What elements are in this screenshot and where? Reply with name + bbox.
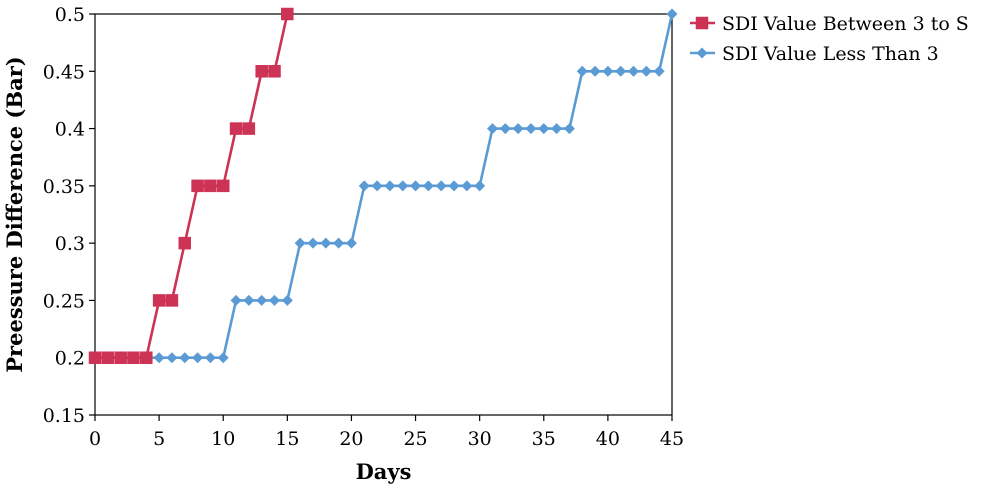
x-tick-label: 25 — [403, 428, 427, 450]
data-point — [166, 352, 178, 364]
data-point — [179, 352, 191, 364]
data-point — [640, 65, 652, 77]
data-point — [165, 294, 179, 307]
legend-label: SDI Value Between 3 to S — [722, 13, 969, 35]
data-point — [525, 123, 537, 135]
y-tick-label: 0.5 — [55, 4, 85, 26]
data-point — [628, 65, 640, 77]
data-point — [358, 180, 370, 192]
legend-label: SDI Value Less Than 3 — [722, 43, 939, 65]
data-point — [268, 65, 281, 78]
y-axis-title: Preessure Difference (Bar) — [2, 56, 27, 372]
data-point — [88, 351, 102, 364]
x-tick-label: 30 — [468, 428, 492, 450]
data-point — [127, 351, 140, 364]
x-tick-label: 20 — [339, 428, 363, 450]
data-point — [192, 352, 204, 364]
data-point — [499, 123, 511, 135]
data-point — [666, 8, 678, 20]
x-axis-title: Days — [356, 459, 412, 484]
data-point — [269, 294, 281, 306]
x-tick-label: 10 — [211, 428, 235, 450]
series-line — [95, 13, 289, 360]
y-tick-label: 0.25 — [43, 290, 85, 312]
x-tick-label: 40 — [596, 428, 620, 450]
data-point — [204, 352, 216, 364]
data-point — [602, 65, 614, 77]
data-point — [615, 65, 627, 77]
legend-marker — [695, 16, 709, 30]
y-tick-label: 0.2 — [55, 348, 85, 370]
data-point — [320, 237, 332, 249]
legend-marker — [696, 47, 708, 59]
data-point — [486, 123, 498, 135]
data-point — [281, 294, 293, 306]
x-tick-label: 45 — [660, 428, 684, 450]
data-point — [256, 294, 268, 306]
data-point — [345, 237, 357, 249]
data-point — [653, 65, 665, 77]
x-tick-label: 35 — [532, 428, 556, 450]
data-point — [114, 351, 127, 364]
data-point — [448, 180, 460, 192]
data-point — [333, 237, 345, 249]
y-tick-label: 0.45 — [43, 61, 85, 83]
data-point — [461, 180, 473, 192]
data-point — [307, 237, 319, 249]
data-point — [474, 180, 486, 192]
data-point — [294, 237, 306, 249]
data-point — [422, 180, 434, 192]
data-point — [255, 65, 268, 78]
data-point — [217, 352, 229, 364]
data-point — [216, 179, 230, 193]
data-point — [191, 179, 204, 193]
plot-frame — [94, 13, 673, 416]
data-point — [153, 352, 165, 364]
data-point — [178, 236, 192, 250]
data-point — [204, 179, 217, 193]
data-point — [281, 7, 294, 21]
data-point — [371, 180, 383, 192]
x-tick-label: 5 — [153, 428, 165, 450]
legend: SDI Value Between 3 to S SDI Value Less T… — [690, 13, 969, 65]
data-point — [397, 180, 409, 192]
data-point — [152, 294, 166, 307]
x-tick-label: 15 — [275, 428, 299, 450]
data-point — [410, 180, 422, 192]
series-layer — [88, 7, 678, 364]
series-1 — [88, 7, 294, 364]
data-point — [538, 123, 550, 135]
y-tick-label: 0.4 — [55, 119, 85, 141]
data-point — [551, 123, 563, 135]
data-point — [230, 294, 242, 306]
series-2 — [89, 8, 678, 364]
y-tick-label: 0.15 — [43, 405, 85, 427]
data-point — [140, 351, 153, 364]
data-point — [384, 180, 396, 192]
y-tick-label: 0.35 — [43, 176, 85, 198]
series-line — [95, 13, 674, 360]
x-tick-label: 0 — [89, 428, 101, 450]
data-point — [563, 123, 575, 135]
axes: 0.15 0.2 0.25 0.3 0.35 0.4 0.45 0.5 0 5 10 15 20 25 30… — [43, 4, 684, 450]
data-point — [101, 351, 115, 364]
data-point — [589, 65, 601, 77]
data-point — [435, 180, 447, 192]
data-point — [576, 65, 588, 77]
data-point — [243, 294, 255, 306]
data-point — [242, 122, 256, 135]
y-tick-label: 0.3 — [55, 233, 85, 255]
data-point — [512, 123, 524, 135]
data-point — [229, 122, 243, 135]
